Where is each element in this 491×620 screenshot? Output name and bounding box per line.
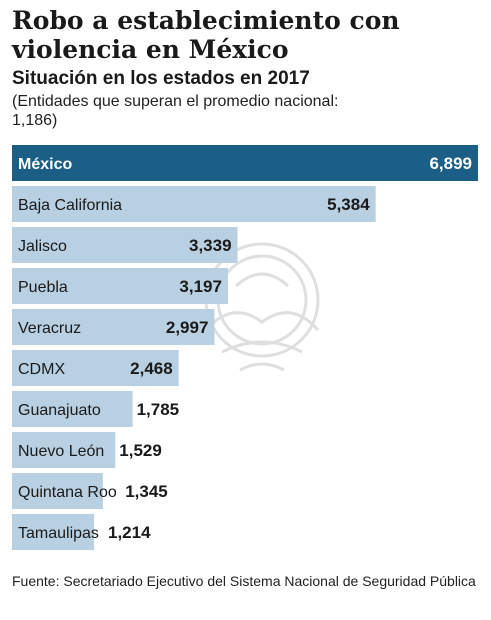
source-note: Fuente: Secretariado Ejecutivo del Siste… [12,573,476,589]
bar-tamaulipas [12,514,95,550]
value-label-nuevo-leon: 1,529 [119,441,162,460]
category-label-baja-california: Baja California [18,197,122,214]
category-label-guanajuato: Guanajuato [18,402,101,419]
bar-quintana-roo [12,473,103,509]
bar-baja-california [12,186,376,222]
value-label-quintana-roo: 1,345 [125,482,168,501]
bar-puebla [12,268,228,304]
value-label-cdmx: 2,468 [130,359,173,378]
category-label-quintana-roo: Quintana Roo [18,484,117,501]
bar-veracruz [12,309,215,345]
chart-subtitle: Situación en los estados en 2017 [12,68,310,89]
bar-nuevo-leon [12,432,116,468]
category-label-veracruz: Veracruz [18,320,81,337]
value-label-veracruz: 2,997 [166,318,209,337]
value-label-tamaulipas: 1,214 [108,523,151,542]
value-label-baja-california: 5,384 [327,195,370,214]
chart-title: Robo a establecimiento con violencia en … [12,6,400,64]
value-label-jalisco: 3,339 [189,236,232,255]
category-label-jalisco: Jalisco [18,238,67,255]
category-label-mexico: México [18,156,72,173]
bar-jalisco [12,227,238,263]
category-label-tamaulipas: Tamaulipas [18,525,99,542]
value-label-guanajuato: 1,785 [137,400,180,419]
bar-cdmx [12,350,179,386]
chart-note: (Entidades que superan el promedio nacio… [12,93,339,129]
value-label-mexico: 6,899 [429,154,472,173]
category-label-puebla: Puebla [18,279,68,296]
category-label-nuevo-leon: Nuevo León [18,443,104,460]
category-label-cdmx: CDMX [18,361,65,378]
bar-guanajuato [12,391,133,427]
value-label-puebla: 3,197 [179,277,222,296]
bar-mexico [12,145,478,181]
